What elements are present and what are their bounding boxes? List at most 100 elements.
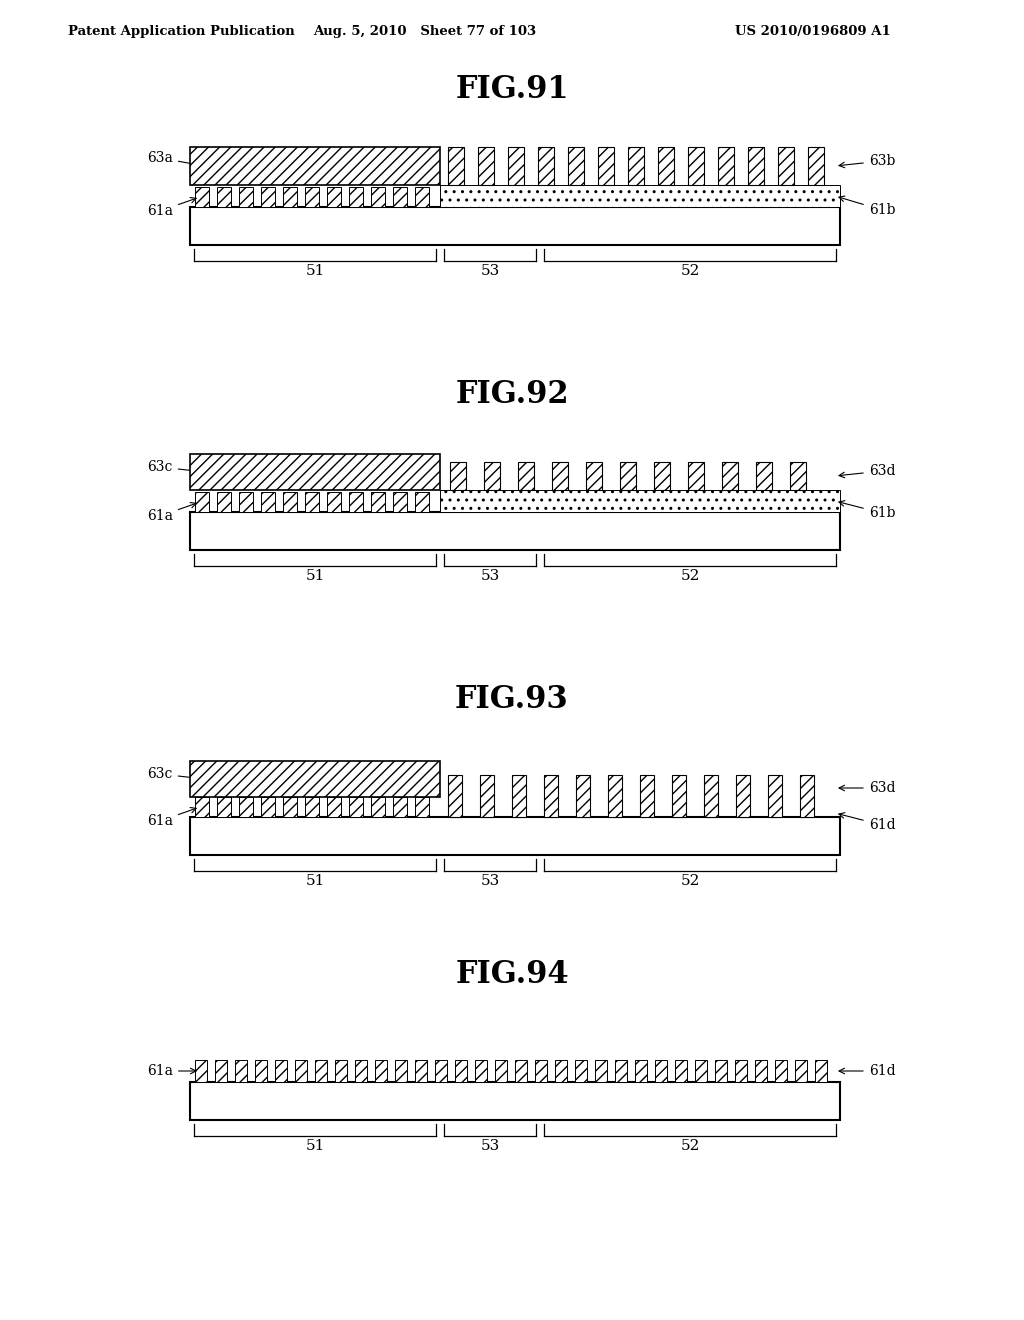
Bar	[808, 147, 824, 185]
Text: Patent Application Publication: Patent Application Publication	[68, 25, 295, 38]
Text: 52: 52	[680, 264, 699, 279]
Bar	[515, 1060, 527, 1082]
Bar	[672, 775, 686, 817]
Bar	[435, 1060, 447, 1082]
Bar	[190, 512, 840, 550]
Text: 51: 51	[305, 264, 325, 279]
Bar	[598, 147, 614, 185]
Bar	[544, 775, 558, 817]
Bar	[675, 1060, 687, 1082]
Bar	[295, 1060, 307, 1082]
Bar	[393, 797, 407, 817]
Bar	[305, 492, 319, 512]
Bar	[495, 1060, 507, 1082]
Bar	[508, 147, 524, 185]
Text: 51: 51	[305, 874, 325, 888]
Bar	[255, 1060, 267, 1082]
Bar	[478, 147, 494, 185]
Bar	[535, 1060, 547, 1082]
Bar	[195, 1060, 207, 1082]
Bar	[778, 147, 794, 185]
Bar	[349, 187, 362, 207]
Bar	[371, 797, 385, 817]
Bar	[755, 1060, 767, 1082]
Bar	[790, 462, 806, 490]
Text: 63a: 63a	[147, 150, 201, 168]
Bar	[371, 187, 385, 207]
Bar	[190, 454, 440, 490]
Bar	[450, 462, 466, 490]
Bar	[480, 775, 494, 817]
Text: 63c: 63c	[147, 459, 201, 474]
Bar	[715, 1060, 727, 1082]
Text: 51: 51	[305, 1139, 325, 1152]
Bar	[415, 492, 429, 512]
Bar	[305, 187, 319, 207]
Bar	[315, 1060, 327, 1082]
Bar	[595, 1060, 607, 1082]
Bar	[615, 1060, 627, 1082]
Bar	[455, 1060, 467, 1082]
Bar	[415, 1060, 427, 1082]
Bar	[415, 187, 429, 207]
Bar	[195, 187, 209, 207]
Bar	[261, 187, 275, 207]
Text: 53: 53	[480, 264, 500, 279]
Text: 53: 53	[480, 874, 500, 888]
Bar	[283, 187, 297, 207]
Bar	[275, 1060, 287, 1082]
Bar	[475, 1060, 487, 1082]
Bar	[640, 775, 654, 817]
Bar	[335, 1060, 347, 1082]
Bar	[718, 147, 734, 185]
Bar	[215, 1060, 227, 1082]
Bar	[722, 462, 738, 490]
Bar	[234, 1060, 247, 1082]
Bar	[393, 187, 407, 207]
Bar	[575, 1060, 587, 1082]
Bar	[449, 147, 464, 185]
Bar	[327, 187, 341, 207]
Bar	[538, 147, 554, 185]
Text: Aug. 5, 2010   Sheet 77 of 103: Aug. 5, 2010 Sheet 77 of 103	[313, 25, 537, 38]
Bar	[190, 207, 840, 246]
Bar	[217, 797, 231, 817]
Bar	[800, 775, 814, 817]
Bar	[552, 462, 568, 490]
Text: 61a: 61a	[147, 198, 197, 218]
Bar	[395, 1060, 407, 1082]
Text: 63d: 63d	[839, 781, 895, 795]
Bar	[688, 462, 705, 490]
Bar	[815, 1060, 827, 1082]
Bar	[217, 187, 231, 207]
Bar	[239, 187, 253, 207]
Bar	[375, 1060, 387, 1082]
Bar	[239, 797, 253, 817]
Bar	[305, 797, 319, 817]
Bar	[283, 492, 297, 512]
Bar	[393, 492, 407, 512]
Bar	[748, 147, 764, 185]
Bar	[484, 462, 500, 490]
Bar	[355, 1060, 367, 1082]
Bar	[695, 1060, 707, 1082]
Bar	[735, 1060, 746, 1082]
Text: FIG.93: FIG.93	[455, 684, 569, 715]
Text: 52: 52	[680, 569, 699, 583]
Text: 63b: 63b	[839, 154, 895, 168]
Bar	[586, 462, 602, 490]
Bar	[654, 462, 670, 490]
Bar	[756, 462, 772, 490]
Bar	[190, 762, 440, 797]
Bar	[688, 147, 705, 185]
Text: FIG.94: FIG.94	[456, 960, 568, 990]
Bar	[261, 492, 275, 512]
Bar	[190, 147, 440, 185]
Text: 61b: 61b	[839, 500, 895, 520]
Bar	[555, 1060, 567, 1082]
Bar	[440, 185, 840, 207]
Bar	[195, 492, 209, 512]
Text: 61d: 61d	[839, 1064, 895, 1078]
Text: 61b: 61b	[839, 197, 895, 216]
Bar	[190, 817, 840, 855]
